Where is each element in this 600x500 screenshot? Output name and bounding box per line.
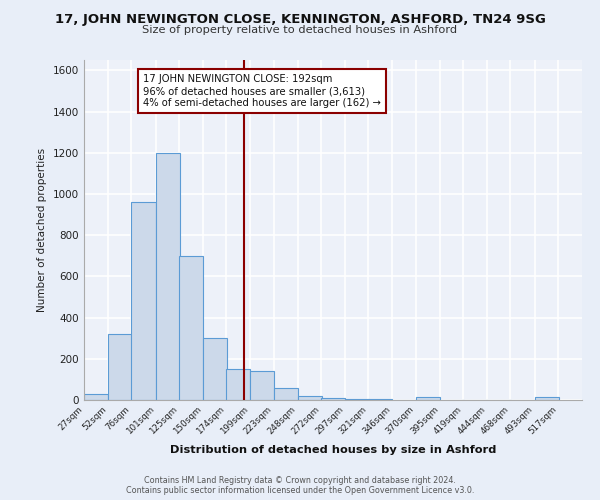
Text: 17, JOHN NEWINGTON CLOSE, KENNINGTON, ASHFORD, TN24 9SG: 17, JOHN NEWINGTON CLOSE, KENNINGTON, AS…: [55, 12, 545, 26]
Bar: [179, 256, 203, 400]
Bar: [535, 397, 559, 400]
Bar: [203, 338, 227, 400]
Bar: [345, 399, 369, 400]
Bar: [274, 388, 298, 400]
Bar: [416, 397, 440, 400]
Text: Size of property relative to detached houses in Ashford: Size of property relative to detached ho…: [142, 25, 458, 35]
Bar: [155, 152, 180, 400]
Bar: [298, 396, 322, 400]
Text: Contains HM Land Registry data © Crown copyright and database right 2024.: Contains HM Land Registry data © Crown c…: [144, 476, 456, 485]
Y-axis label: Number of detached properties: Number of detached properties: [37, 148, 47, 312]
Bar: [321, 398, 345, 400]
Bar: [84, 394, 108, 400]
Bar: [131, 202, 155, 400]
Bar: [250, 371, 274, 400]
Text: Contains public sector information licensed under the Open Government Licence v3: Contains public sector information licen…: [126, 486, 474, 495]
Bar: [226, 369, 250, 400]
X-axis label: Distribution of detached houses by size in Ashford: Distribution of detached houses by size …: [170, 444, 496, 454]
Bar: [108, 334, 133, 400]
Text: 17 JOHN NEWINGTON CLOSE: 192sqm
96% of detached houses are smaller (3,613)
4% of: 17 JOHN NEWINGTON CLOSE: 192sqm 96% of d…: [143, 74, 381, 108]
